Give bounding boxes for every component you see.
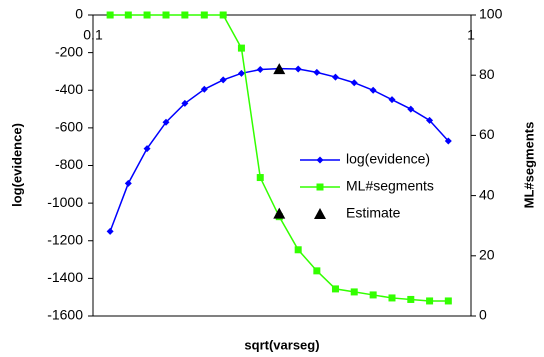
point <box>294 65 302 73</box>
point <box>388 96 396 104</box>
point <box>426 297 434 305</box>
y2-tick-label: 100 <box>479 6 503 22</box>
y-axis-title: log(evidence) <box>9 123 24 207</box>
point <box>350 79 358 87</box>
point <box>124 11 132 19</box>
point <box>124 179 132 187</box>
point <box>313 267 321 275</box>
point <box>444 137 452 145</box>
point <box>350 288 358 296</box>
point <box>106 11 114 19</box>
y-tick-label: -400 <box>55 81 83 97</box>
y2-tick-label: 0 <box>479 307 487 323</box>
point <box>426 116 434 124</box>
y2-tick-label: 80 <box>479 66 495 82</box>
y-tick-label: -600 <box>55 119 83 135</box>
x-tick-label: 0.1 <box>83 27 103 43</box>
point <box>331 73 339 81</box>
point <box>237 44 245 52</box>
point <box>294 246 302 254</box>
point <box>143 11 151 19</box>
point <box>200 85 208 93</box>
legend-marker <box>314 208 326 219</box>
point <box>256 174 264 182</box>
point <box>162 118 170 126</box>
y-tick-label: -1200 <box>47 231 83 247</box>
y2-axis-title: ML#segments <box>521 122 536 209</box>
legend-label: log(evidence) <box>346 151 430 167</box>
y-tick-label: -1000 <box>47 194 83 210</box>
x-axis-title: sqrt(varseg) <box>244 337 319 352</box>
legend-marker <box>316 156 324 164</box>
y-tick-label: -800 <box>55 156 83 172</box>
point <box>143 145 151 153</box>
point <box>219 76 227 84</box>
y-tick-label: -1600 <box>47 307 83 323</box>
point <box>369 86 377 94</box>
point <box>407 295 415 303</box>
point <box>256 66 264 74</box>
point <box>331 285 339 293</box>
legend-marker <box>316 183 324 191</box>
y-tick-label: -1400 <box>47 269 83 285</box>
point <box>162 11 170 19</box>
legend-label: Estimate <box>346 205 401 221</box>
point <box>273 63 286 75</box>
x-tick-label: 1 <box>467 27 475 43</box>
point <box>388 294 396 302</box>
y2-tick-label: 40 <box>479 186 495 202</box>
point <box>313 68 321 76</box>
point <box>273 207 286 219</box>
point <box>237 69 245 77</box>
point <box>181 11 189 19</box>
y-tick-label: 0 <box>75 6 83 22</box>
point <box>369 291 377 299</box>
y2-tick-label: 20 <box>479 247 495 263</box>
y2-tick-label: 60 <box>479 126 495 142</box>
legend-label: ML#segments <box>346 178 434 194</box>
point <box>219 11 227 19</box>
point <box>407 105 415 113</box>
point <box>444 297 452 305</box>
point <box>106 227 114 235</box>
point <box>200 11 208 19</box>
point <box>181 99 189 107</box>
y-tick-label: -200 <box>55 43 83 59</box>
